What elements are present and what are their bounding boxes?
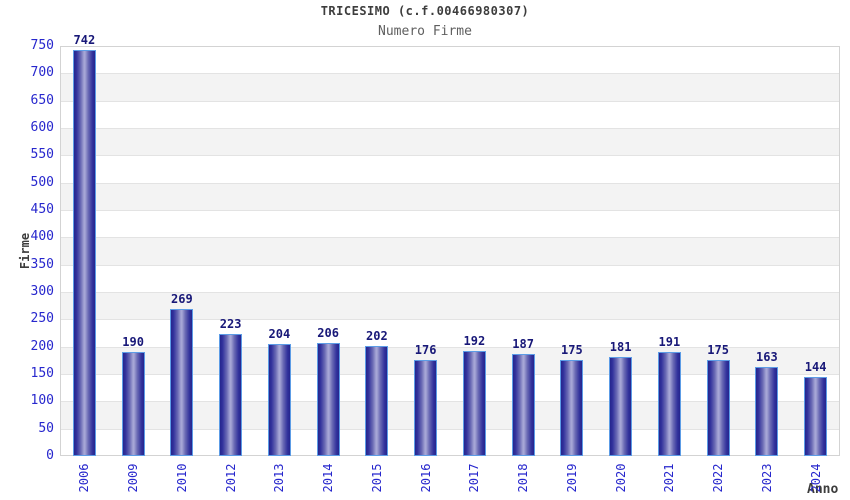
y-tick-label: 650: [30, 92, 54, 108]
x-tick-label: 2023: [759, 463, 774, 493]
chart-title: TRICESIMO (c.f.00466980307): [320, 4, 530, 18]
bars-layer: 742 190 269 223 204 206 202 176 192 187 175 181 191 1…: [60, 33, 840, 456]
x-tick-label: 2006: [77, 463, 92, 493]
y-tick-label: 200: [30, 338, 54, 354]
x-tick-label: 2022: [711, 463, 726, 493]
bar-value-label: 190: [122, 335, 144, 350]
bar-value-label: 269: [171, 291, 193, 306]
y-tick-label: 500: [30, 174, 54, 190]
bar-2019: [560, 360, 584, 456]
bar-value-label: 202: [366, 328, 388, 343]
bar-value-label: 223: [219, 317, 242, 332]
y-tick-label: 350: [30, 256, 54, 272]
bar-2024: [804, 377, 828, 456]
bar-value-label: 176: [414, 342, 437, 357]
bar-2006: [72, 50, 96, 456]
x-tick-label: 2024: [808, 463, 823, 493]
y-tick-label: 750: [30, 38, 54, 53]
x-tick-label: 2009: [126, 463, 141, 493]
bar-2010: [170, 308, 194, 456]
x-tick-label: 2010: [174, 463, 189, 493]
x-tick-label: 2021: [662, 463, 677, 493]
bar-2022: [706, 360, 730, 456]
bar-2013: [267, 344, 291, 456]
y-tick-label: 450: [30, 202, 54, 217]
x-tick-label: 2014: [321, 463, 336, 493]
plot-band: [61, 264, 839, 293]
y-tick-label: 600: [30, 120, 54, 135]
x-tick-label: 2017: [467, 463, 482, 493]
x-tick-label: 2013: [272, 463, 287, 493]
x-tick-label: 2019: [564, 463, 579, 493]
plot-band: [61, 47, 839, 74]
x-tick-label: 2015: [369, 463, 384, 493]
chart-subtitle: Numero Firme: [378, 24, 472, 39]
plot-band: [61, 210, 839, 239]
y-tick-label: 700: [30, 65, 54, 81]
x-axis-title: Anno: [807, 482, 839, 497]
plot-band: [61, 128, 839, 157]
y-tick-label: 400: [30, 229, 54, 245]
bar-value-label: 144: [804, 360, 827, 375]
bar-2021: [657, 351, 681, 456]
x-tick-label: 2018: [516, 463, 531, 493]
bar-2017: [462, 351, 486, 456]
bar-value-label: 181: [609, 340, 632, 355]
bar-value-label: 175: [561, 343, 583, 358]
bar-2014: [316, 343, 340, 456]
y-tick-label: 150: [30, 366, 54, 381]
bar-value-label: 192: [463, 334, 486, 349]
plot-band: [61, 237, 839, 266]
bar-2016: [414, 359, 438, 456]
plot-band: [61, 155, 839, 184]
bar-value-label: 206: [317, 326, 339, 341]
y-tick-label: 300: [30, 284, 54, 299]
bar-value-label: 742: [73, 33, 96, 48]
bar-value-label: 175: [707, 343, 729, 358]
bar-value-label: 163: [756, 349, 778, 364]
plot-band: [61, 182, 839, 211]
bar-2020: [609, 357, 633, 456]
bar-2023: [755, 366, 779, 456]
y-tick-label: 100: [30, 393, 54, 409]
bar-2012: [219, 334, 243, 456]
bar-value-label: 191: [658, 334, 681, 349]
bar-2018: [511, 353, 535, 456]
y-tick-label: 0: [46, 448, 54, 463]
x-tick-label: 2016: [418, 463, 433, 493]
y-tick-label: 550: [30, 147, 54, 163]
y-tick-label: 50: [38, 420, 54, 436]
bar-value-label: 187: [512, 336, 534, 351]
plot-band: [61, 100, 839, 129]
x-tick-label: 2020: [613, 463, 628, 493]
plot-band: [61, 73, 839, 102]
x-tick-label: 2012: [223, 463, 238, 493]
bar-2015: [365, 345, 389, 456]
bar-2009: [121, 352, 145, 456]
y-tick-label: 250: [30, 311, 54, 327]
bar-value-label: 204: [268, 327, 291, 342]
